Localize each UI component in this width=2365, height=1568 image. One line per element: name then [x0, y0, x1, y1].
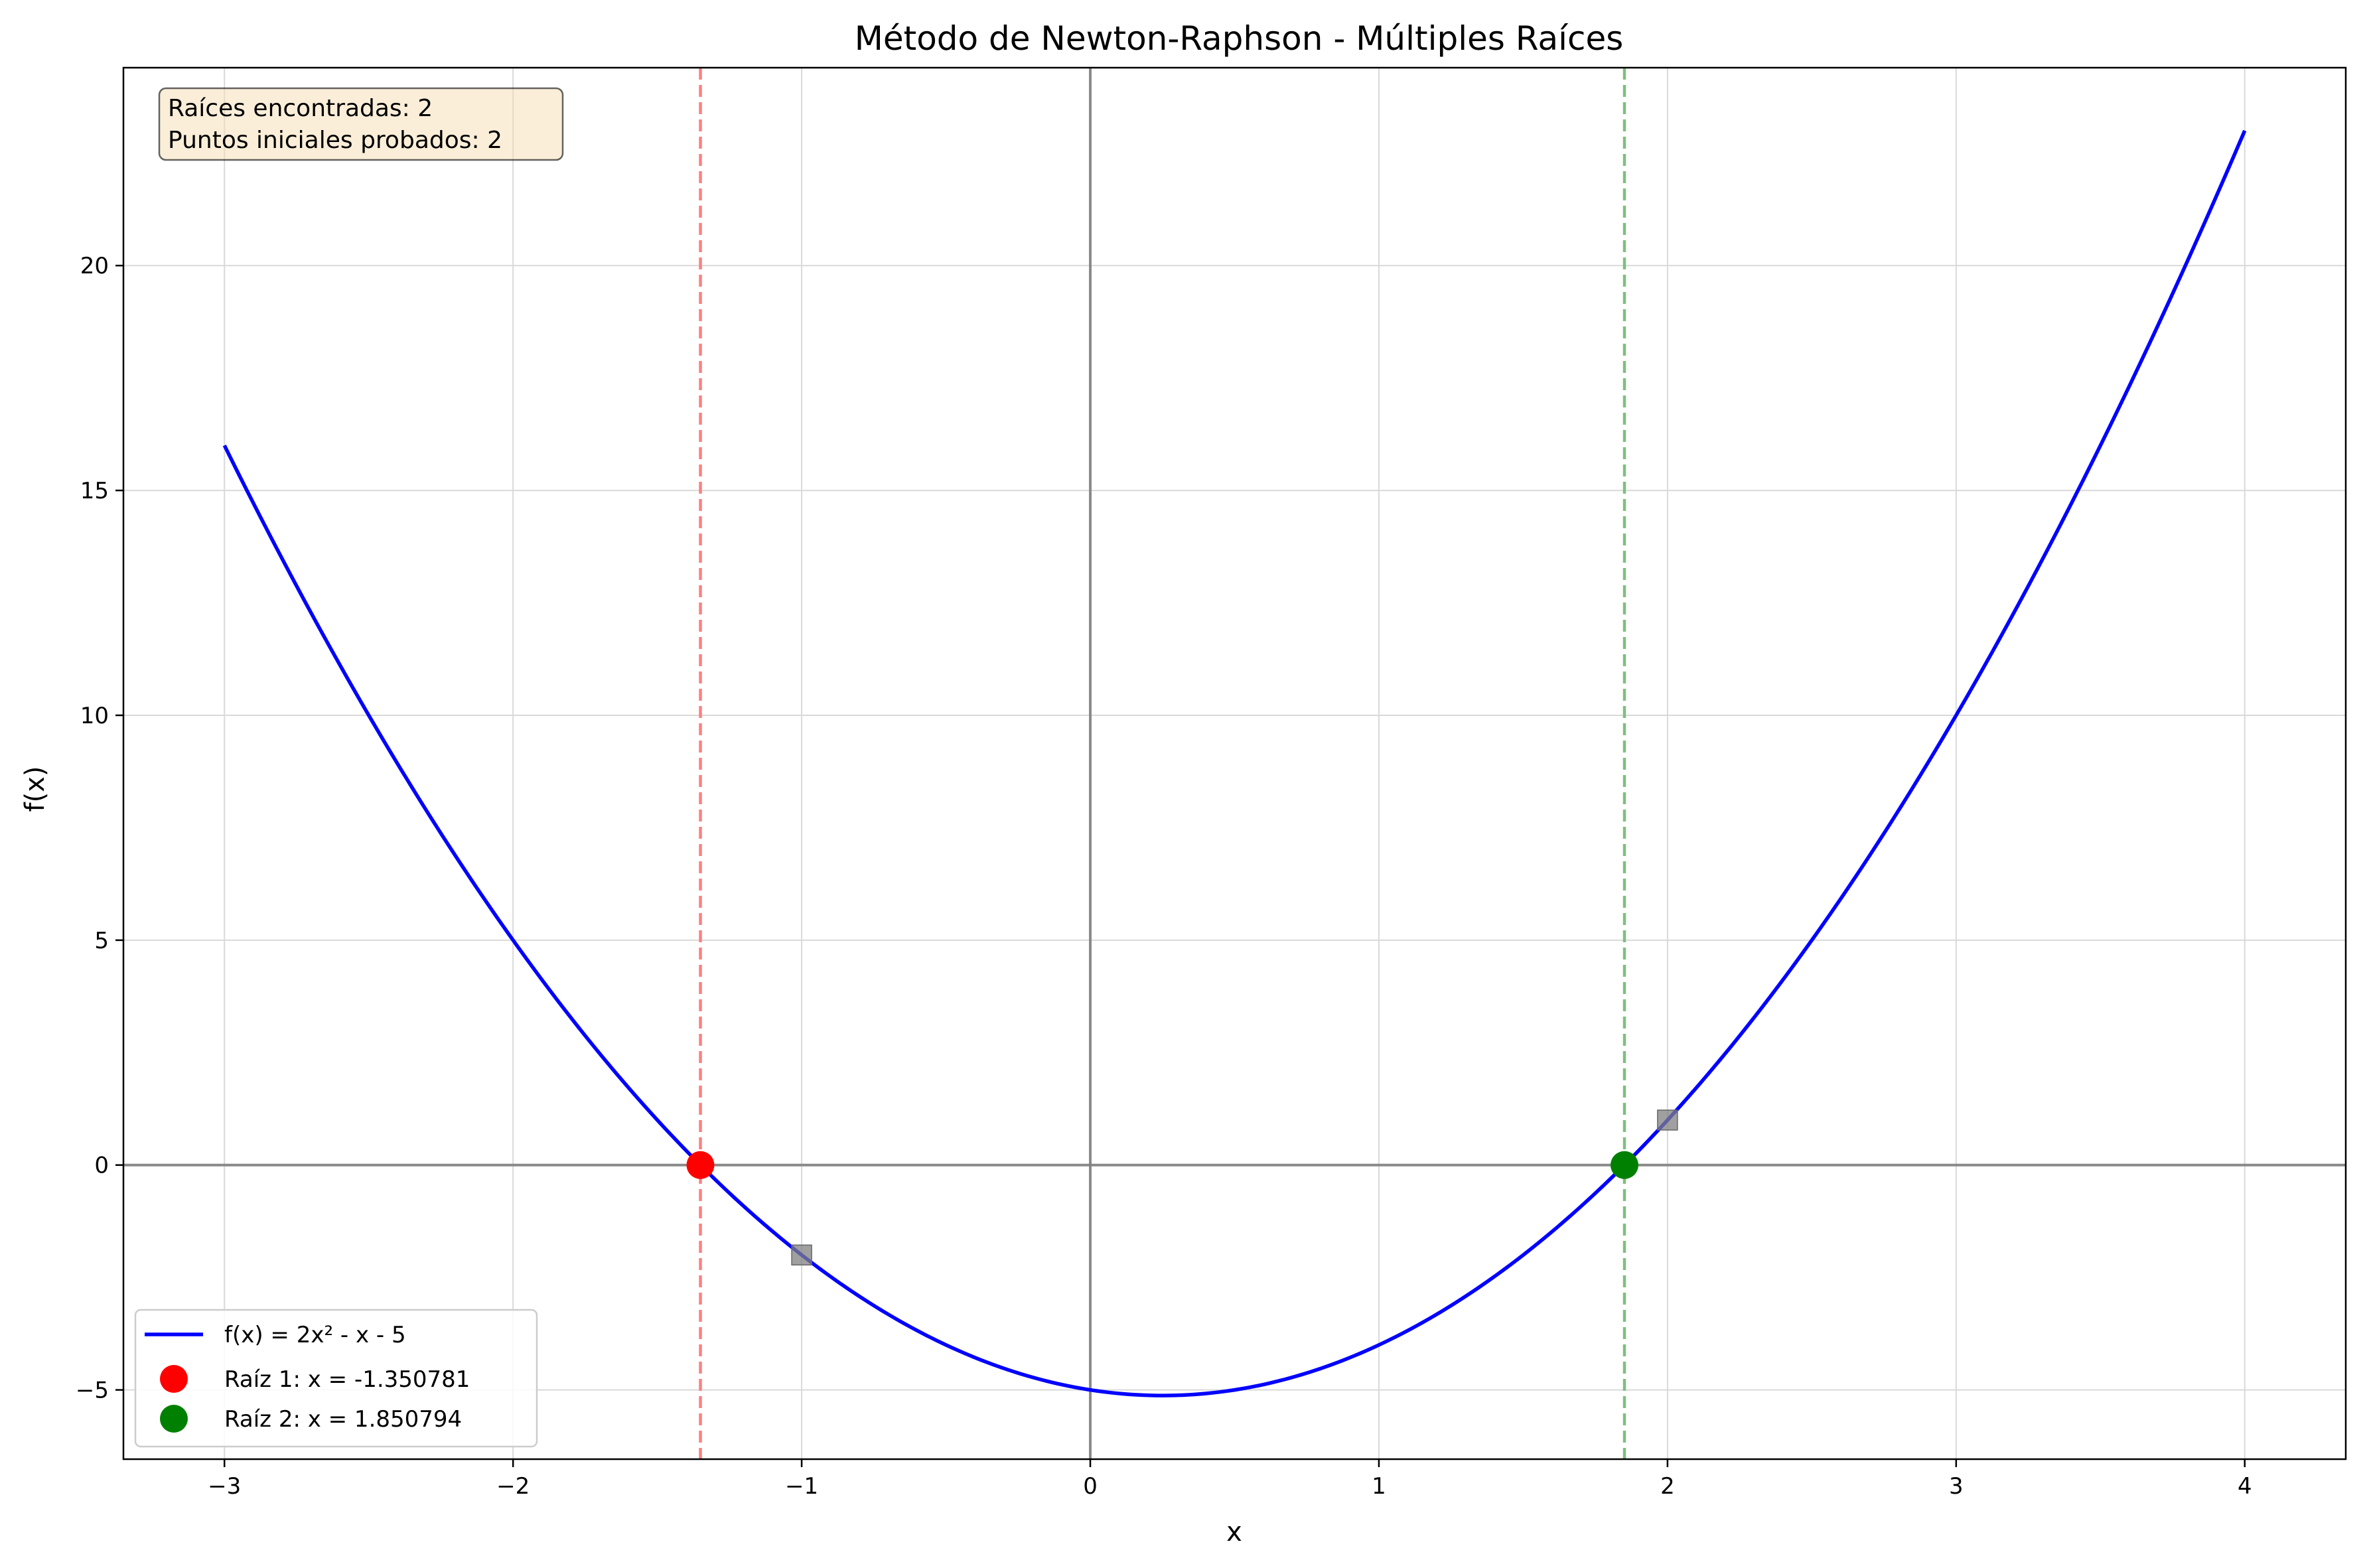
markers — [686, 1109, 1678, 1266]
y-tick-label: 10 — [80, 703, 109, 729]
info-line-1: Raíces encontradas: 2 — [168, 95, 433, 122]
info-box: Raíces encontradas: 2 Puntos iniciales pr… — [158, 87, 564, 161]
x-tick-label: −1 — [785, 1473, 818, 1500]
x-tick-label: 3 — [1949, 1473, 1964, 1500]
y-tick-label: 15 — [80, 478, 109, 504]
y-tick-label: 20 — [80, 253, 109, 279]
legend-label-root-1: Raíz 1: x = -1.350781 — [224, 1366, 470, 1393]
x-tick-label: 1 — [1372, 1473, 1386, 1500]
axis-ticks: −3 −2 −1 0 1 2 3 4 −5 0 5 10 15 20 — [76, 253, 2252, 1500]
x-tick-label: −2 — [496, 1473, 530, 1500]
y-axis-label: f(x) — [20, 766, 50, 812]
legend-swatch-root-1 — [160, 1365, 188, 1393]
x-tick-label: 0 — [1083, 1473, 1098, 1500]
root-1-marker — [686, 1151, 715, 1179]
chart-title: Método de Newton-Raphson - Múltiples Raí… — [855, 19, 1624, 58]
initial-point-2 — [1657, 1109, 1678, 1131]
function-curve — [222, 129, 2247, 1397]
legend-label-root-2: Raíz 2: x = 1.850794 — [224, 1406, 462, 1433]
info-line-2: Puntos iniciales probados: 2 — [168, 127, 502, 154]
legend: f(x) = 2x² - x - 5 Raíz 1: x = -1.350781 R… — [134, 1309, 538, 1448]
initial-point-1 — [791, 1244, 812, 1266]
root-2-marker — [1611, 1151, 1639, 1179]
legend-frame — [134, 1309, 538, 1448]
legend-label-function: f(x) = 2x² - x - 5 — [224, 1322, 406, 1348]
x-tick-label: 2 — [1660, 1473, 1675, 1500]
plot-frame — [122, 66, 2347, 1461]
x-axis-label: x — [1226, 1517, 1242, 1547]
y-tick-label: 0 — [94, 1153, 109, 1179]
info-box-frame — [158, 87, 564, 161]
x-tick-label: 4 — [2238, 1473, 2252, 1500]
legend-swatch-root-2 — [160, 1405, 188, 1433]
x-tick-label: −3 — [208, 1473, 241, 1500]
function-curve-group — [222, 129, 2247, 1397]
y-tick-label: −5 — [76, 1378, 109, 1404]
y-tick-label: 5 — [94, 928, 109, 954]
reference-lines — [123, 68, 2346, 1459]
